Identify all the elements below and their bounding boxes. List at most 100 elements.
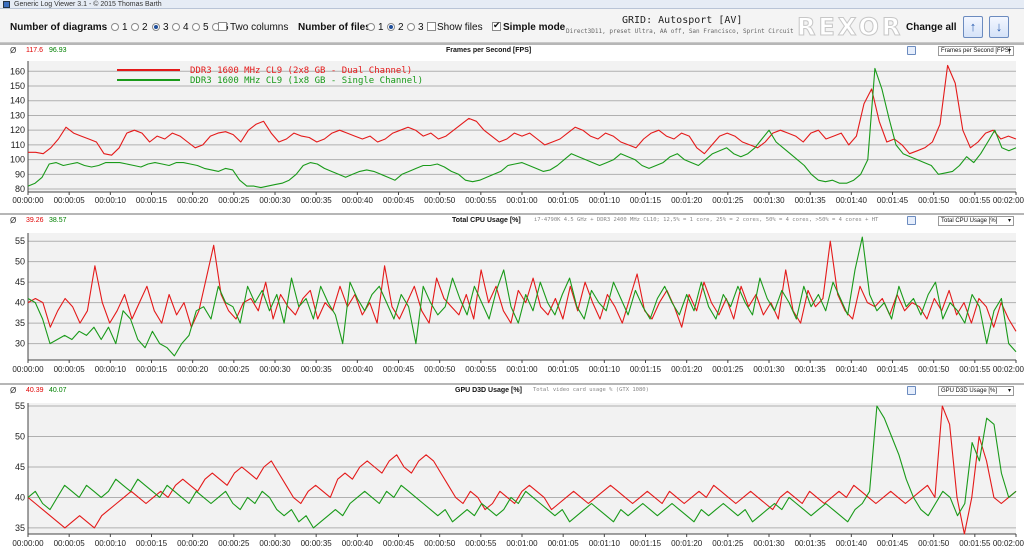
- y-tick-label: 55: [15, 401, 25, 411]
- diagrams-radio-3[interactable]: [152, 23, 160, 31]
- y-tick-label: 140: [10, 96, 25, 106]
- diagrams-radio-5[interactable]: [192, 23, 200, 31]
- cpu-panel-title: Total CPU Usage [%]: [452, 217, 521, 224]
- y-tick-label: 35: [15, 318, 25, 328]
- series-line-2: [27, 236, 1017, 357]
- x-tick-label: 00:01:50: [918, 196, 950, 205]
- x-tick-label: 00:01:50: [918, 539, 950, 548]
- files-radio-1[interactable]: [367, 23, 375, 31]
- y-tick-label: 35: [15, 523, 25, 533]
- x-tick-label: 00:01:55: [959, 365, 991, 374]
- x-tick-label: 00:00:00: [12, 539, 44, 548]
- x-tick-label: 00:01:35: [795, 539, 827, 548]
- x-tick-label: 00:01:30: [753, 539, 785, 548]
- arrow-up-icon[interactable]: ↑: [963, 16, 983, 38]
- x-tick-label: 00:02:00: [993, 196, 1024, 205]
- cpu-panel-description: i7-4790K 4.5 GHz + DDR3 2400 MHz CL10; 1…: [534, 217, 879, 223]
- x-tick-label: 00:01:45: [877, 196, 909, 205]
- gpu-panel-description: Total video card usage % (GTX 1080): [533, 387, 649, 393]
- x-tick-label: 00:00:10: [95, 365, 127, 374]
- x-tick-label: 00:00:10: [95, 539, 127, 548]
- x-tick-label: 00:01:05: [548, 365, 580, 374]
- series-line-1: [27, 405, 1017, 535]
- x-tick-label: 00:00:40: [342, 196, 374, 205]
- x-tick-label: 00:01:30: [753, 196, 785, 205]
- num-diagrams-label: Number of diagrams: [10, 22, 108, 33]
- files-option-1: 1: [378, 22, 384, 33]
- cpu-metric-select[interactable]: Total CPU Usage [%] ▾: [938, 216, 1014, 226]
- x-tick-label: 00:00:30: [259, 539, 291, 548]
- files-option-2: 2: [398, 22, 404, 33]
- x-tick-label: 00:00:55: [465, 539, 497, 548]
- x-tick-label: 00:01:20: [671, 196, 703, 205]
- fps-metric-select-value: Frames per Second [FPS]: [941, 48, 1011, 54]
- fps-panel-title: Frames per Second [FPS]: [446, 47, 532, 54]
- x-tick-label: 00:00:55: [465, 196, 497, 205]
- y-tick-label: 40: [15, 492, 25, 502]
- x-tick-label: 00:01:45: [877, 365, 909, 374]
- x-tick-label: 00:00:15: [136, 539, 168, 548]
- y-tick-label: 130: [10, 110, 25, 120]
- pin-icon[interactable]: [907, 216, 916, 225]
- arrow-down-icon[interactable]: ↓: [989, 16, 1009, 38]
- y-tick-label: 30: [15, 339, 25, 349]
- y-tick-label: 55: [15, 236, 25, 246]
- files-radio-2[interactable]: [387, 23, 395, 31]
- x-tick-label: 00:01:20: [671, 365, 703, 374]
- diagrams-option-1: 1: [122, 22, 128, 33]
- plot-area: [28, 61, 1016, 192]
- x-tick-label: 00:02:00: [993, 365, 1024, 374]
- two-columns-checkbox[interactable]: [218, 22, 227, 31]
- files-radio-3[interactable]: [407, 23, 415, 31]
- y-tick-label: 110: [11, 140, 25, 150]
- cpu-chart: 30 35 40 45 50 55 00:00:00 00:00:05 00:00:10 00:0…: [12, 233, 1024, 374]
- x-tick-label: 00:00:05: [54, 365, 86, 374]
- y-tick-label: 150: [10, 81, 25, 91]
- window-title: Generic Log Viewer 3.1 - © 2015 Thomas B…: [14, 1, 162, 8]
- chevron-down-icon: ▾: [1007, 48, 1011, 54]
- pin-icon[interactable]: [907, 386, 916, 395]
- y-tick-label: 45: [15, 462, 25, 472]
- x-tick-label: 00:01:25: [712, 365, 744, 374]
- x-tick-label: 00:00:30: [259, 365, 291, 374]
- x-tick-label: 00:00:05: [54, 539, 86, 548]
- y-tick-label: 160: [10, 66, 25, 76]
- x-tick-label: 00:00:50: [424, 365, 456, 374]
- average-icon: Ø: [10, 386, 17, 395]
- gpu-metric-select-value: GPU D3D Usage [%]: [941, 388, 998, 394]
- rexor-logo: REXOR: [796, 13, 904, 42]
- x-tick-label: 00:00:15: [136, 365, 168, 374]
- fps-metric-select[interactable]: Frames per Second [FPS] ▾: [938, 46, 1014, 56]
- cpu-average-green: 38.57: [49, 217, 67, 224]
- cpu-panel-header: Ø 39.26 38.57 Total CPU Usage [%] i7-479…: [0, 215, 1024, 227]
- diagrams-radio-4[interactable]: [172, 23, 180, 31]
- toolbar: Number of diagrams 1 2 3 4 5 6 Two colum…: [0, 9, 1024, 43]
- pin-icon[interactable]: [907, 46, 916, 55]
- x-tick-label: 00:00:00: [12, 365, 44, 374]
- x-tick-label: 00:01:55: [959, 539, 991, 548]
- show-files-checkbox[interactable]: [427, 22, 436, 31]
- y-tick-label: 45: [15, 277, 25, 287]
- x-tick-label: 00:01:35: [795, 365, 827, 374]
- x-tick-label: 00:01:05: [548, 539, 580, 548]
- diagrams-radio-1[interactable]: [111, 23, 119, 31]
- diagrams-option-4: 4: [183, 22, 189, 33]
- x-tick-label: 00:00:50: [424, 196, 456, 205]
- x-tick-label: 00:01:00: [506, 365, 538, 374]
- gpu-metric-select[interactable]: GPU D3D Usage [%] ▾: [938, 386, 1014, 396]
- chevron-down-icon: ▾: [1007, 388, 1011, 394]
- x-tick-label: 00:01:00: [506, 539, 538, 548]
- x-tick-label: 00:01:05: [548, 196, 580, 205]
- x-tick-label: 00:00:30: [259, 196, 291, 205]
- x-tick-label: 00:00:20: [177, 365, 209, 374]
- x-tick-label: 00:00:15: [136, 196, 168, 205]
- x-tick-label: 00:00:40: [342, 539, 374, 548]
- simple-mode-checkbox[interactable]: [492, 20, 501, 31]
- x-tick-label: 00:00:10: [95, 196, 127, 205]
- fps-chart: 80 90 100 110 120 130 140 150 160 00:00:00 00:00:0…: [10, 61, 1024, 205]
- x-tick-label: 00:01:20: [671, 539, 703, 548]
- diagrams-radio-2[interactable]: [131, 23, 139, 31]
- x-tick-label: 00:00:45: [383, 196, 415, 205]
- diagrams-option-3: 3: [163, 22, 169, 33]
- y-tick-label: 80: [15, 184, 25, 194]
